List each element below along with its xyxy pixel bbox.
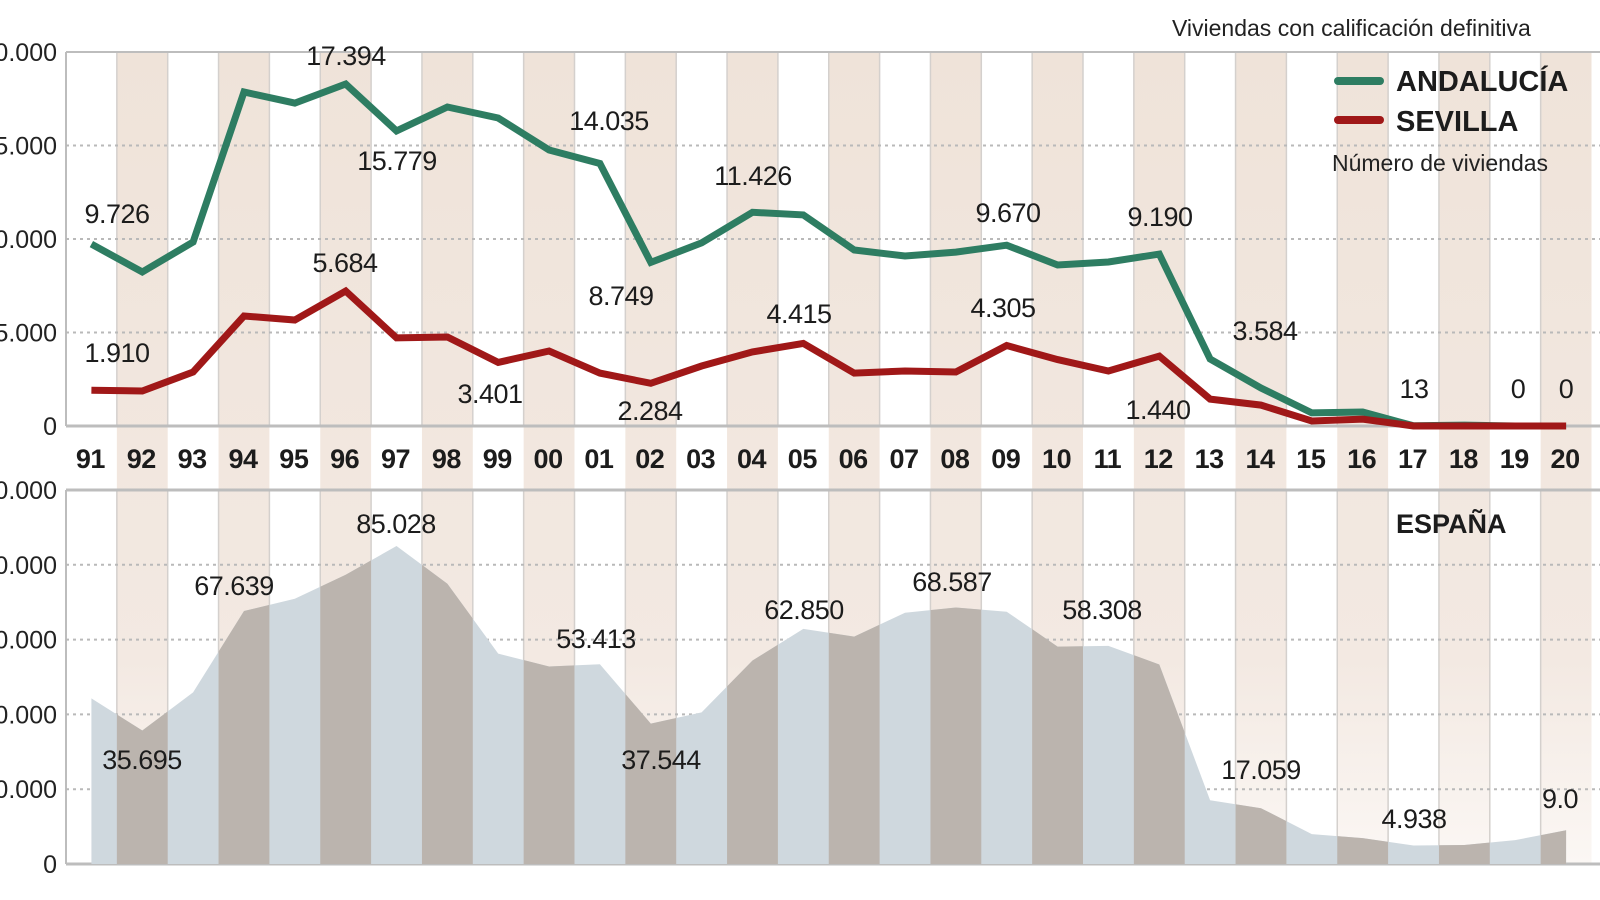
- x-tick-label: 93: [178, 444, 208, 474]
- stripe-20: [1540, 52, 1592, 864]
- x-tick-label: 91: [76, 444, 106, 474]
- chart-subtitle: Número de viviendas: [1332, 150, 1548, 176]
- data-label: 58.308: [1062, 595, 1142, 625]
- x-tick-label: 92: [127, 444, 156, 474]
- x-tick-label: 98: [432, 444, 462, 474]
- data-label: 35.695: [102, 745, 182, 775]
- x-tick-label: 94: [228, 444, 258, 474]
- x-tick-label: 12: [1144, 444, 1173, 474]
- top-y-tick-label: 5.000: [0, 320, 57, 348]
- data-label: 3.401: [457, 379, 522, 409]
- x-tick-label: 00: [534, 444, 563, 474]
- x-tick-label: 95: [279, 444, 309, 474]
- data-label: 4.415: [766, 299, 831, 329]
- x-tick-label: 09: [991, 444, 1021, 474]
- andalucía-line: [89, 79, 1567, 430]
- data-label: 37.544: [621, 745, 701, 775]
- top-y-tick-label: 0: [43, 413, 57, 441]
- legend-label-andalucia: ANDALUCÍA: [1396, 64, 1568, 98]
- spain-panel-title: ESPAÑA: [1396, 508, 1507, 539]
- x-tick-label: 14: [1245, 444, 1275, 474]
- x-tick-label: 99: [483, 444, 513, 474]
- x-tick-label: 13: [1195, 444, 1225, 474]
- data-label: 3.584: [1232, 316, 1298, 346]
- stripe-18: [1438, 52, 1490, 864]
- data-label: 15.779: [357, 146, 437, 176]
- data-label: 68.587: [912, 567, 992, 597]
- bottom-y-tick-label: 0: [43, 851, 57, 879]
- data-label: 11.426: [714, 161, 792, 191]
- data-label: 2.284: [617, 396, 683, 426]
- x-tick-label: 02: [635, 444, 664, 474]
- labels: 0 5.000 10.000 15.000 20.000 0 20.000 40.000 60.…: [0, 15, 1580, 879]
- bottom-y-tick-label: 60.000: [0, 627, 57, 655]
- data-label: 1.910: [84, 338, 149, 368]
- data-label: 67.639: [194, 571, 274, 601]
- data-label: 17.059: [1221, 755, 1301, 785]
- x-tick-label: 11: [1094, 444, 1122, 474]
- x-tick-label: 96: [330, 444, 360, 474]
- x-tick-label: 08: [940, 444, 970, 474]
- bottom-y-tick-label: 80.000: [0, 552, 57, 580]
- stripe-14: [1235, 52, 1287, 864]
- data-label: 9.670: [975, 198, 1040, 228]
- x-tick-label: 16: [1347, 444, 1377, 474]
- data-label: 53.413: [556, 624, 636, 654]
- data-label: 9.190: [1127, 202, 1192, 232]
- data-label: 17.394: [306, 41, 386, 71]
- x-tick-label: 04: [737, 444, 767, 474]
- data-label: 9.726: [84, 199, 149, 229]
- data-label: 8.749: [588, 281, 653, 311]
- x-tick-label: 03: [686, 444, 716, 474]
- x-tick-label: 18: [1449, 444, 1479, 474]
- x-tick-label: 19: [1500, 444, 1530, 474]
- data-label: 1.440: [1125, 395, 1190, 425]
- sevilla-line: [91, 286, 1567, 430]
- stripe-16: [1337, 52, 1389, 864]
- bottom-y-tick-label: 100.000: [0, 477, 57, 505]
- bottom-y-tick-label: 40.000: [0, 701, 57, 729]
- data-label: 13: [1399, 374, 1428, 404]
- line-series: [89, 79, 1567, 430]
- data-label: 5.684: [312, 248, 378, 278]
- data-label: 0: [1559, 374, 1574, 404]
- top-y-tick-label: 20.000: [0, 39, 57, 67]
- x-tick-label: 01: [584, 444, 614, 474]
- chart-title: Viviendas con calificación definitiva: [1172, 15, 1531, 41]
- data-label: 4.305: [970, 293, 1035, 323]
- data-label: 85.028: [356, 509, 436, 539]
- data-label: 4.938: [1381, 804, 1446, 834]
- top-y-tick-label: 15.000: [0, 133, 57, 161]
- data-label: 9.0: [1542, 784, 1578, 814]
- data-label: 14.035: [569, 106, 649, 136]
- x-tick-label: 17: [1398, 444, 1427, 474]
- x-tick-label: 05: [788, 444, 818, 474]
- top-y-tick-label: 10.000: [0, 226, 57, 254]
- x-tick-label: 97: [381, 444, 410, 474]
- data-label: 0: [1511, 374, 1526, 404]
- spain-area: [91, 546, 1567, 864]
- x-tick-label: 20: [1551, 444, 1580, 474]
- data-label: 62.850: [764, 595, 844, 625]
- x-tick-label: 07: [890, 444, 919, 474]
- bottom-y-tick-label: 20.000: [0, 776, 57, 804]
- x-tick-label: 10: [1042, 444, 1071, 474]
- x-tick-label: 15: [1296, 444, 1326, 474]
- legend-label-sevilla: SEVILLA: [1396, 106, 1519, 138]
- x-tick-label: 06: [839, 444, 869, 474]
